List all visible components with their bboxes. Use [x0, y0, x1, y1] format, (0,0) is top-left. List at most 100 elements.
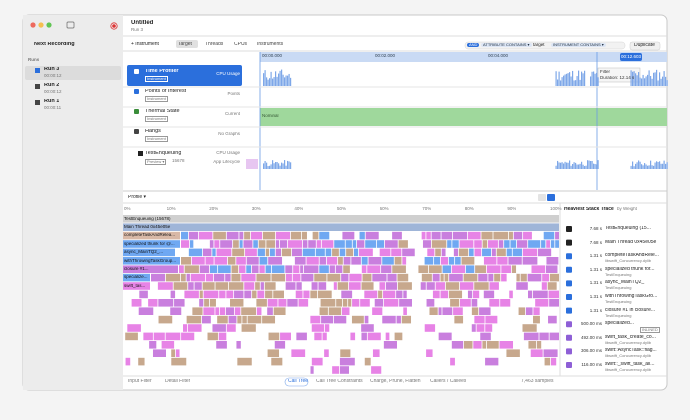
time-tick-label: 00:02.000: [375, 54, 396, 58]
runs-header[interactable]: Runs: [28, 58, 40, 62]
flame-block: [294, 257, 306, 265]
close[interactable]: [30, 22, 36, 28]
flame-block: [333, 282, 337, 290]
flame-block: [548, 315, 557, 324]
flame-block: [504, 240, 510, 248]
flame-block: [314, 332, 322, 341]
view-tab[interactable]: Call Tree Constraints: [316, 379, 363, 384]
flame-block: [352, 299, 360, 307]
cpu-spike: [593, 163, 595, 169]
flame-block: [237, 357, 252, 366]
flame-block: [220, 307, 226, 315]
flame-block: [340, 366, 349, 374]
run-name[interactable]: Run 3: [44, 67, 60, 72]
flame-block: [459, 299, 471, 307]
scope-tab[interactable]: CPUs: [234, 42, 248, 47]
filter-token[interactable]: INSTRUMENT CONTAINS ▾: [551, 43, 606, 47]
cpu-spike: [666, 80, 668, 86]
view-tab[interactable]: Charge, Prune, Flatten: [370, 379, 421, 384]
cpu-spike: [567, 73, 569, 86]
flame-block: [237, 315, 242, 324]
flame-block: [539, 332, 549, 341]
flame-block: [209, 240, 214, 248]
run-time[interactable]: 00:00:12: [44, 74, 62, 78]
run-selection: [25, 66, 121, 80]
flame-block: [431, 231, 441, 240]
detail-filter[interactable]: Detail Filter: [165, 379, 191, 384]
stack-name: specialized thunk for...: [605, 266, 655, 272]
run-name[interactable]: Run 1: [44, 99, 60, 104]
flame-block: [374, 299, 384, 307]
frame-icon: [566, 226, 572, 232]
flame-block: [274, 341, 286, 349]
flame-block: [204, 299, 210, 307]
frame-icon: [566, 307, 572, 314]
flame-block: [319, 265, 329, 273]
flame-block: [202, 282, 215, 290]
tree-toggle[interactable]: [538, 194, 546, 201]
flame-block: [201, 315, 211, 324]
cpu-spike: [656, 161, 658, 169]
flame-block: [194, 282, 202, 290]
cpu-spike: [575, 162, 577, 169]
flame-block: [267, 299, 278, 307]
flame-block: [535, 299, 549, 307]
flame-block: [424, 324, 436, 332]
filter-title[interactable]: Filter: [600, 70, 610, 74]
flame-block: [190, 273, 206, 282]
cpu-spike: [636, 162, 638, 169]
flame-block: [463, 341, 473, 349]
cpu-spike: [558, 71, 560, 86]
flame-block: [489, 299, 500, 307]
minimize[interactable]: [38, 22, 44, 28]
track-detail: Current: [224, 112, 240, 116]
flame-frame: [123, 273, 150, 282]
flame-frame-label: specialized thunk for @...: [124, 241, 175, 246]
stack-name: specialized...: [605, 321, 634, 327]
flame-block: [233, 240, 239, 248]
process-icon: [138, 151, 143, 156]
cpu-spike: [597, 160, 599, 169]
run-name[interactable]: Run 2: [44, 83, 60, 88]
scope-tab[interactable]: Instruments: [257, 42, 284, 47]
percent-tick-label: 50%: [337, 207, 347, 211]
record-button[interactable]: [110, 22, 118, 30]
track-icon: [134, 89, 139, 94]
filter-duration[interactable]: Duration: 12.14 s: [600, 76, 635, 80]
cpu-spike: [660, 163, 662, 169]
run-icon: [35, 100, 40, 105]
flame-block: [269, 248, 275, 257]
target-tab[interactable]: [176, 40, 198, 48]
cpu-spike: [663, 71, 665, 86]
flame-block: [257, 248, 265, 257]
zoom[interactable]: [46, 22, 52, 28]
flame-block: [259, 257, 268, 265]
sidebar-toggle[interactable]: [66, 21, 75, 29]
run-time[interactable]: 00:00:11: [44, 106, 62, 110]
flame-block: [230, 299, 244, 307]
run-time[interactable]: 00:00:12: [44, 90, 62, 94]
stack-lib: TestEnqueuing: [605, 300, 632, 304]
view-tab[interactable]: Call Tree: [288, 379, 309, 384]
flame-block: [516, 273, 520, 282]
scope-tab[interactable]: Target: [178, 42, 192, 47]
add-instrument-button[interactable]: + Instrument: [131, 42, 159, 47]
view-tab[interactable]: Callers / Callees: [430, 379, 467, 384]
duplicate-button[interactable]: Duplicate: [634, 43, 655, 48]
flame-block: [365, 231, 379, 240]
filter-value[interactable]: target: [533, 43, 545, 47]
flame-toggle[interactable]: [547, 194, 555, 201]
flame-block: [361, 265, 367, 273]
flame-frame-label: specialize...: [124, 275, 148, 280]
cpu-spike: [567, 162, 569, 169]
scope-tab[interactable]: Threads: [205, 42, 224, 47]
duplicate-button[interactable]: [629, 41, 661, 51]
cpu-spike: [660, 78, 662, 86]
filter-token[interactable]: ATTRIBUTE CONTAINS ▾: [481, 43, 532, 47]
flame-block: [281, 248, 292, 257]
flame-block: [326, 257, 338, 265]
call-tree-pill[interactable]: [284, 377, 309, 387]
input-filter[interactable]: Input Filter: [128, 379, 152, 384]
filter-op[interactable]: AND: [467, 43, 480, 47]
flame-block: [348, 282, 361, 290]
